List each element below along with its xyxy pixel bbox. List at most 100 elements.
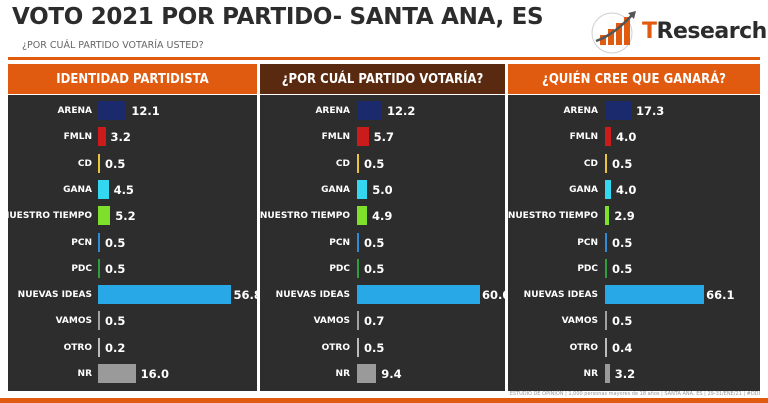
footer-note: ESTUDIO DE OPINIÓN | 1,000 personas mayo… xyxy=(509,391,760,397)
bar xyxy=(98,311,100,331)
bar xyxy=(357,127,369,147)
data-label: 16.0 xyxy=(140,367,169,381)
bar-row: PCN 0.5 xyxy=(508,230,760,256)
data-label: 4.0 xyxy=(616,182,637,197)
bar xyxy=(357,311,359,331)
data-label: 5.2 xyxy=(115,209,136,224)
category-label: CD xyxy=(77,158,92,169)
category-label: OTRO xyxy=(569,342,598,353)
bottom-accent-line xyxy=(0,398,768,403)
data-label: 0.7 xyxy=(364,314,385,329)
chart-panel-3: ¿QUIÉN CREE QUE GANARÁ? ARENA 17.3 FMLN 4.0 C… xyxy=(508,64,760,391)
bar xyxy=(605,285,705,305)
data-label: 12.2 xyxy=(387,104,416,118)
bar xyxy=(605,232,607,252)
bar xyxy=(357,337,359,357)
bar xyxy=(98,364,136,383)
data-label: 60.0 xyxy=(482,288,511,303)
bar xyxy=(357,285,480,305)
category-label: OTRO xyxy=(321,342,350,353)
bar-row: NR 9.4 xyxy=(260,361,505,387)
category-label: NUEVAS IDEAS xyxy=(17,290,92,301)
category-label: ARENA xyxy=(315,106,350,116)
bar-row: NR 3.2 xyxy=(508,361,760,387)
bar xyxy=(98,232,100,252)
chart-title: ¿POR CUÁL PARTIDO VOTARÍA? xyxy=(260,64,505,94)
bar-row: PDC 0.5 xyxy=(8,256,257,282)
data-label: 0.5 xyxy=(364,156,385,171)
data-label: 0.5 xyxy=(364,235,385,250)
bar xyxy=(605,337,607,357)
bar xyxy=(98,179,109,199)
bar-row: NUEVAS IDEAS 56.8 xyxy=(8,282,262,308)
bar-row: NUESTRO TIEMPO 4.9 xyxy=(260,203,505,229)
bar-row: NUESTRO TIEMPO 5.2 xyxy=(2,203,257,229)
category-label: GANA xyxy=(63,184,92,195)
category-label: NUEVAS IDEAS xyxy=(523,290,598,301)
bar-row: PCN 0.5 xyxy=(260,230,505,256)
bar-row: ARENA 12.2 xyxy=(260,98,505,124)
chart-plot-area: ARENA 17.3 FMLN 4.0 CD 0.5 GANA 4.0 NUESTRO TIEM… xyxy=(508,95,760,391)
data-label: 0.5 xyxy=(105,156,126,171)
page-subtitle: ¿POR CUÁL PARTIDO VOTARÍA USTED? xyxy=(22,40,204,51)
bar xyxy=(98,206,111,226)
tresearch-logo: TResearch xyxy=(590,5,768,60)
logo-text: TResearch xyxy=(642,19,767,44)
bar-row: NR 16.0 xyxy=(8,361,257,387)
chart-plot-area: ARENA 12.2 FMLN 5.7 CD 0.5 GANA 5.0 NUESTRO TIEM… xyxy=(260,95,510,391)
bar xyxy=(357,206,368,226)
bar-row: PDC 0.5 xyxy=(508,256,760,282)
bar xyxy=(605,179,611,199)
bar xyxy=(98,153,100,173)
category-label: PDC xyxy=(71,263,92,274)
category-label: CD xyxy=(583,158,598,169)
data-label: 0.5 xyxy=(612,156,633,171)
bar-row: ARENA 12.1 xyxy=(8,98,257,124)
bar-row: FMLN 3.2 xyxy=(8,124,257,150)
bar xyxy=(357,364,377,383)
category-label: OTRO xyxy=(63,342,92,353)
bar-row: VAMOS 0.5 xyxy=(508,308,760,334)
bar xyxy=(605,101,631,120)
data-label: 4.5 xyxy=(113,182,134,197)
bar-row: OTRO 0.2 xyxy=(8,335,257,361)
data-label: 17.3 xyxy=(635,104,665,118)
bar-row: ARENA 17.3 xyxy=(508,98,760,124)
top-accent-line xyxy=(8,57,760,60)
category-label: VAMOS xyxy=(55,316,92,327)
chart-title: IDENTIDAD PARTIDISTA xyxy=(8,64,257,94)
category-label: NUESTRO TIEMPO xyxy=(507,211,598,222)
bar-row: FMLN 4.0 xyxy=(508,124,760,150)
chart-plot-area: ARENA 12.1 FMLN 3.2 CD 0.5 GANA 4.5 NUESTRO TIEM… xyxy=(2,95,262,391)
bar-row: GANA 4.5 xyxy=(8,177,257,203)
chart-panel-1: IDENTIDAD PARTIDISTA ARENA 12.1 FMLN 3.2 CD 0.… xyxy=(2,64,262,391)
bar xyxy=(98,101,127,120)
data-label: 66.1 xyxy=(706,288,735,303)
bar-row: PDC 0.5 xyxy=(260,256,505,282)
bar-row: VAMOS 0.5 xyxy=(8,308,257,334)
bar xyxy=(605,127,611,147)
bar xyxy=(605,364,610,383)
chart-title: ¿QUIÉN CREE QUE GANARÁ? xyxy=(508,64,760,94)
bar-chart-arrow-icon xyxy=(591,11,636,54)
category-label: VAMOS xyxy=(313,316,350,327)
bar-row: GANA 5.0 xyxy=(260,177,505,203)
category-label: NR xyxy=(77,369,92,379)
bar-row: FMLN 5.7 xyxy=(260,124,505,150)
data-label: 12.1 xyxy=(131,104,160,118)
category-label: CD xyxy=(335,158,350,169)
data-label: 0.5 xyxy=(105,261,126,276)
data-label: 0.5 xyxy=(612,314,633,329)
data-label: 9.4 xyxy=(381,367,402,381)
bar xyxy=(357,232,359,252)
category-label: PCN xyxy=(329,237,350,248)
bar-row: NUESTRO TIEMPO 2.9 xyxy=(508,203,760,229)
data-label: 0.5 xyxy=(364,261,385,276)
category-label: ARENA xyxy=(563,106,598,116)
bar-row: PCN 0.5 xyxy=(8,230,257,256)
bar-row: OTRO 0.4 xyxy=(508,335,760,361)
category-label: FMLN xyxy=(321,132,350,143)
data-label: 0.5 xyxy=(105,314,126,329)
bar-row: CD 0.5 xyxy=(8,151,257,177)
bar xyxy=(357,101,382,120)
